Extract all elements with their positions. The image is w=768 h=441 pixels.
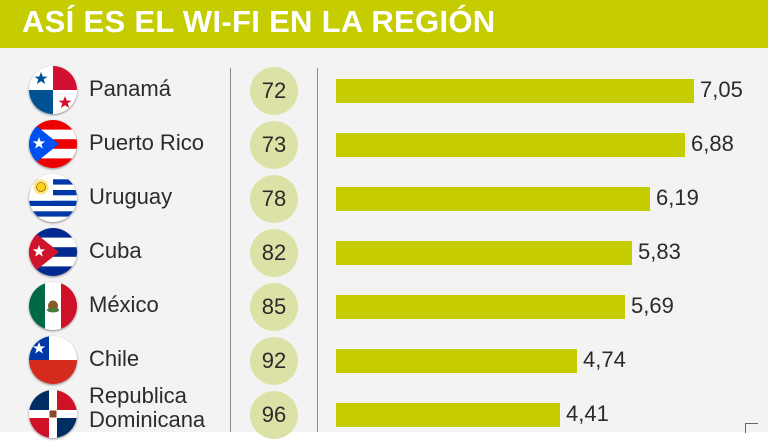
chart-row: Uruguay 78 6,19 (0, 171, 768, 225)
rank-badge: 85 (250, 283, 298, 331)
rank-badge: 96 (250, 391, 298, 439)
corner-mark (745, 423, 758, 433)
data-label: 5,83 (638, 239, 681, 264)
rank-badge: 73 (250, 121, 298, 169)
divider-right (317, 68, 318, 432)
bar (336, 187, 650, 211)
chart-row: Panamá 72 7,05 (0, 63, 768, 117)
chart-row: México 85 5,69 (0, 279, 768, 333)
rank-badge: 72 (250, 67, 298, 115)
bar (336, 295, 625, 319)
data-label: 6,19 (656, 185, 699, 210)
data-label: 4,74 (583, 347, 626, 372)
chile-flag-icon (29, 336, 77, 384)
country-label: Puerto Rico (89, 130, 204, 155)
bar (336, 349, 577, 373)
panama-flag-icon (29, 66, 77, 114)
header-band: ASÍ ES EL WI-FI EN LA REGIÓN (0, 0, 768, 48)
chart-row: Cuba 82 5,83 (0, 225, 768, 279)
country-label: Uruguay (89, 184, 173, 209)
chart-row: Puerto Rico 73 6,88 (0, 117, 768, 171)
data-label: 6,88 (691, 131, 734, 156)
data-label: 7,05 (700, 77, 743, 102)
uruguay-flag-icon (29, 174, 77, 222)
country-label: Republica Dominicana (89, 383, 206, 432)
country-label: Cuba (89, 238, 142, 263)
divider-left (230, 68, 231, 432)
data-label: 4,41 (566, 401, 609, 426)
country-label: Chile (89, 346, 140, 371)
chart-row: Republica Dominicana 96 4,41 (0, 383, 768, 441)
country-label: Panamá (89, 76, 171, 101)
mexico-flag-icon (29, 282, 77, 330)
bar (336, 403, 560, 427)
rank-badge: 78 (250, 175, 298, 223)
chart-row: Chile 92 4,74 (0, 333, 768, 387)
chart-title: ASÍ ES EL WI-FI EN LA REGIÓN (22, 4, 496, 39)
data-label: 5,69 (631, 293, 674, 318)
rank-badge: 92 (250, 337, 298, 385)
bar (336, 133, 685, 157)
dominican-republic-flag-icon (29, 390, 77, 438)
rank-badge: 82 (250, 229, 298, 277)
cuba-flag-icon (29, 228, 77, 276)
bar (336, 79, 694, 103)
puerto-rico-flag-icon (29, 120, 77, 168)
bar (336, 241, 632, 265)
country-label: México (89, 292, 159, 317)
